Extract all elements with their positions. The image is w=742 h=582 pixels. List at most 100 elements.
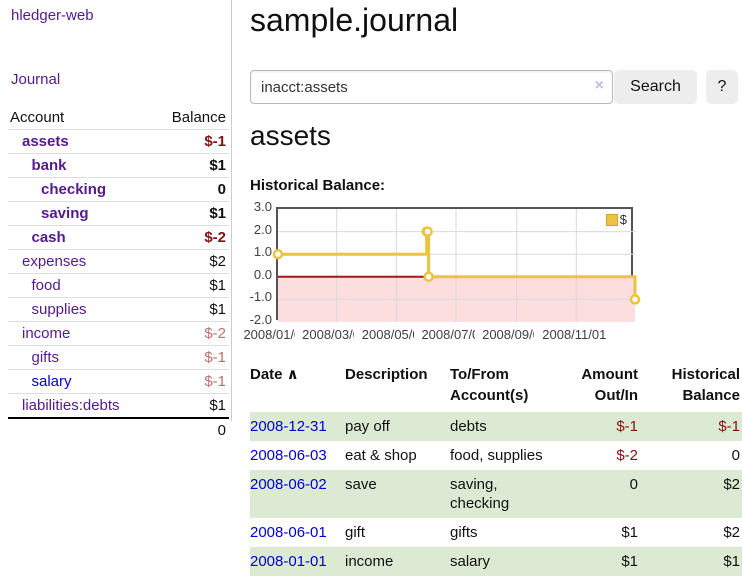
account-link-liabilities-debts[interactable]: liabilities:debts [22,397,120,414]
transaction-accounts: food, supplies [450,447,543,464]
account-balance: $-1 [153,345,229,370]
account-link-income[interactable]: income [22,325,71,342]
accounts-total-row: 0 [8,417,229,442]
transaction-balance: $2 [640,470,742,518]
accounts-header-balance: Balance [153,106,229,130]
account-link-saving[interactable]: saving [41,205,89,222]
account-link-gifts[interactable]: gifts [31,349,60,366]
search-input[interactable] [250,70,613,104]
account-balance: $-2 [153,321,229,346]
register-header-date[interactable]: Date ∧ [250,366,299,383]
register-header-to-from: To/From Account(s) [450,366,529,404]
accounts-total-balance: 0 [153,417,229,442]
account-row: cash $-2 [8,225,229,250]
transaction-amount: $-1 [560,412,640,441]
account-link-food[interactable]: food [31,277,61,294]
y-tick-label: -1.0 [249,289,272,305]
account-row: assets $-1 [8,129,229,154]
account-row: expenses $2 [8,249,229,274]
account-balance: $1 [153,153,229,178]
transaction-balance: $2 [723,524,740,541]
transaction-accounts: debts [450,412,560,441]
legend-swatch-icon [605,213,618,226]
account-balance: $2 [153,249,229,274]
transaction-date-link[interactable]: 2008-01-01 [250,553,327,570]
account-row: salary $-1 [8,369,229,394]
nav-journal-link[interactable]: Journal [11,71,61,88]
account-balance: $1 [153,201,229,226]
chart-canvas [272,209,641,322]
page-title: sample.journal [250,2,459,38]
register-header-historical: Historical Balance [671,366,740,404]
transaction-description: income [345,547,450,576]
sort-ascending-icon[interactable]: ∧ [282,366,299,383]
y-tick-label: 3.0 [253,199,272,214]
account-row: checking 0 [8,177,229,202]
account-balance: $1 [153,273,229,298]
transaction-description: save [345,470,450,518]
transaction-date-link[interactable]: 2008-06-03 [250,447,327,464]
account-balance: $-1 [153,129,229,154]
account-balance: $-2 [153,225,229,250]
account-row: food $1 [8,273,229,298]
y-tick-label: 0.0 [253,266,272,282]
transaction-date-link[interactable]: 2008-06-02 [250,476,327,493]
account-balance: $1 [153,393,229,419]
transaction-row: 2008-06-03 eat & shop food, supplies $-2 0 [250,441,742,470]
account-row: gifts $-1 [8,345,229,370]
help-button[interactable]: ? [706,70,738,104]
transaction-balance: $-1 [640,412,742,441]
accounts-table: Account Balance assets $-1 bank $1 checking 0… [8,106,229,442]
sidebar: hledger-web Journal Account Balance asse… [0,0,232,442]
search-form: × [250,70,613,104]
transaction-date-link[interactable]: 2008-12-31 [250,418,327,435]
y-tick-label: -2.0 [249,312,272,327]
app-brand-link[interactable]: hledger-web [11,7,94,24]
transaction-description: gift [345,524,366,541]
account-row: saving $1 [8,201,229,226]
transaction-accounts: salary [450,547,560,576]
y-tick-label: 2.0 [253,221,272,237]
transaction-amount: $1 [621,524,638,541]
account-row: income $-2 [8,321,229,346]
transaction-amount: 0 [560,470,640,518]
account-row: supplies $1 [8,297,229,322]
transaction-accounts: saving, checking [450,470,560,518]
account-balance: 0 [153,177,229,202]
account-link-supplies[interactable]: supplies [31,301,87,318]
y-tick-label: 1.0 [253,244,272,260]
account-link-cash[interactable]: cash [31,229,66,246]
transaction-row: 2008-01-01 income salary $1 $1 [250,547,742,576]
account-link-bank[interactable]: bank [31,157,67,174]
account-link-checking[interactable]: checking [41,181,107,198]
clear-search-icon[interactable]: × [594,77,604,94]
transaction-row: 2008-12-31 pay off debts $-1 $-1 [250,412,742,441]
account-link-expenses[interactable]: expenses [22,253,87,270]
register-header-description: Description [345,366,428,383]
search-button[interactable]: Search [614,70,697,104]
register-account-title: assets [250,120,331,151]
transaction-description: eat & shop [345,447,417,464]
x-tick-label: 2008/07/01 [414,327,494,342]
transaction-amount: $1 [560,547,640,576]
historical-balance-chart: 3.0 2.0 1.0 0.0 -1.0 -2.0 $ 2008/01/01 2008/03… [236,199,660,342]
account-link-assets[interactable]: assets [22,133,69,150]
accounts-table-header: Account Balance [8,106,229,130]
transaction-row: 2008-06-02 save saving, checking 0 $2 [250,470,742,518]
transaction-row: 2008-06-01 gift gifts $1 $2 [250,518,742,547]
transaction-balance: $1 [640,547,742,576]
transaction-date-link[interactable]: 2008-06-01 [250,524,327,541]
account-row: liabilities:debts $1 [8,393,229,419]
transaction-accounts: gifts [450,524,478,541]
chart-plot-area: $ [272,207,641,322]
register-header-amount: Amount Out/In [581,366,638,404]
chart-legend: $ [605,212,627,227]
transaction-amount: $-2 [616,447,638,464]
account-link-salary[interactable]: salary [31,373,72,390]
account-balance: $-1 [153,369,229,394]
accounts-header-account: Account [8,106,154,130]
transaction-balance: 0 [731,447,740,464]
register-table-header: Date ∧ Description To/From Account(s) Amount… [250,362,742,412]
legend-label: $ [619,212,627,227]
x-tick-label: 2008/11/01 [534,327,615,342]
